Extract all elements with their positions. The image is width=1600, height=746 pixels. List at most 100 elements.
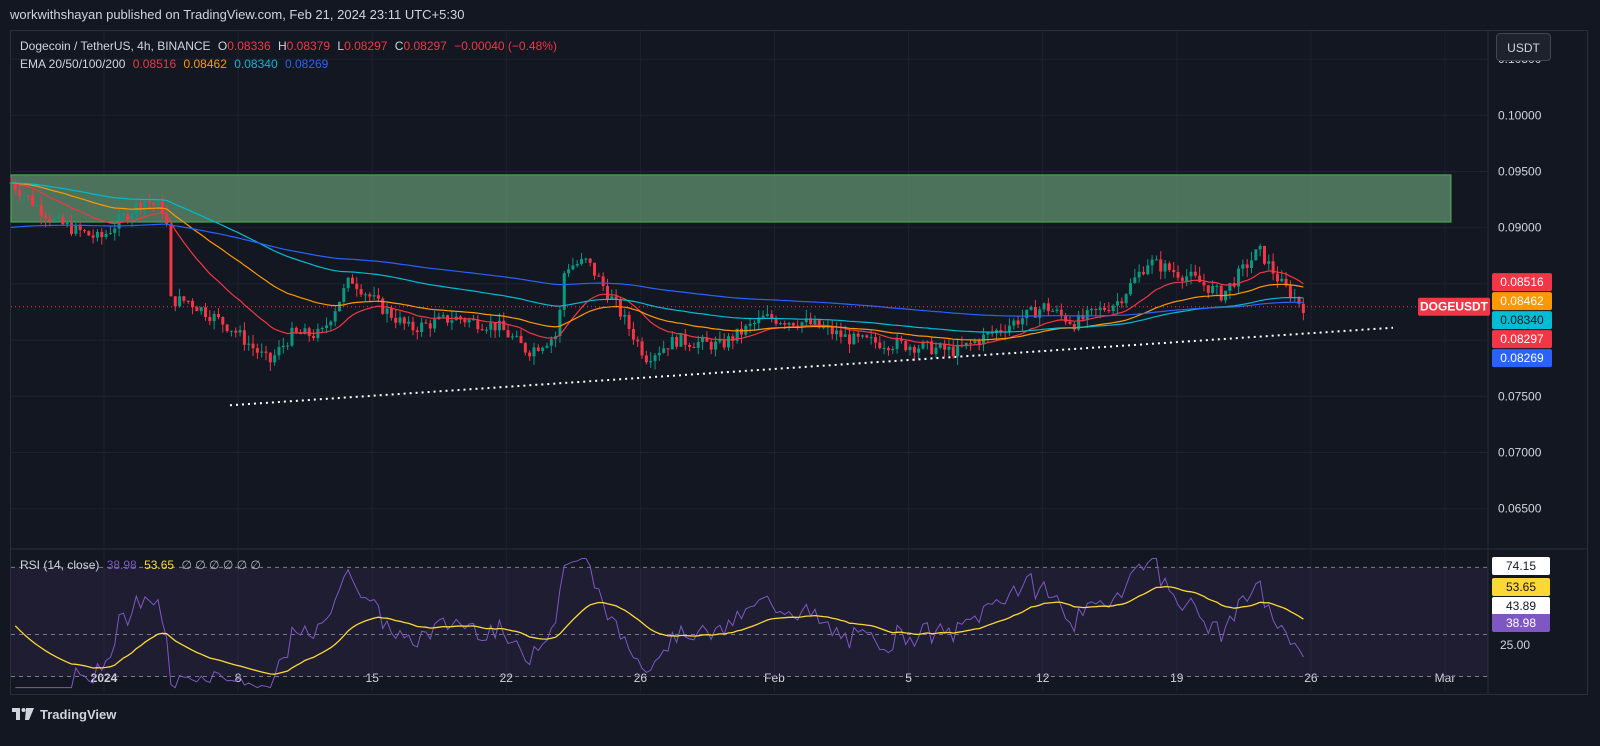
l-value: 0.08297 bbox=[344, 39, 388, 53]
candle-body bbox=[1288, 285, 1292, 298]
candle-body bbox=[908, 346, 912, 351]
candles-group bbox=[9, 177, 1305, 372]
candle-body bbox=[1059, 309, 1063, 316]
candle-body bbox=[644, 355, 648, 363]
candle-body bbox=[169, 224, 173, 297]
candle-body bbox=[286, 345, 290, 347]
ema-legend[interactable]: EMA 20/50/100/200 0.08516 0.08462 0.0834… bbox=[20, 57, 332, 71]
o-value: 0.08336 bbox=[227, 39, 271, 53]
candle-body bbox=[186, 300, 190, 302]
candle-body bbox=[1141, 271, 1145, 275]
candle-body bbox=[519, 335, 523, 344]
candle-body bbox=[588, 258, 592, 263]
candle-body bbox=[921, 342, 925, 349]
candle-body bbox=[1167, 263, 1171, 270]
candle-body bbox=[467, 319, 471, 323]
candle-body bbox=[165, 213, 169, 225]
candle-body bbox=[264, 351, 268, 353]
candle-body bbox=[787, 322, 791, 325]
candle-body bbox=[1154, 259, 1158, 261]
candle-body bbox=[977, 340, 981, 345]
candle-body bbox=[433, 319, 437, 329]
ema-line-20 bbox=[10, 182, 1304, 347]
tradingview-footer[interactable]: TradingView bbox=[12, 704, 116, 724]
candle-body bbox=[229, 330, 233, 332]
candle-body bbox=[856, 333, 860, 337]
candle-body bbox=[372, 295, 376, 297]
candle-body bbox=[294, 327, 298, 333]
x-tick-label: 26 bbox=[634, 671, 648, 685]
candle-body bbox=[394, 317, 398, 323]
candle-body bbox=[113, 228, 117, 233]
chart-frame[interactable] bbox=[10, 30, 1588, 695]
candle-body bbox=[268, 352, 272, 363]
candle-body bbox=[1038, 309, 1042, 318]
candle-body bbox=[1081, 314, 1085, 320]
candle-body bbox=[44, 215, 48, 219]
candle-body bbox=[1137, 271, 1141, 278]
candle-body bbox=[567, 269, 571, 274]
candle-body bbox=[1241, 264, 1245, 269]
candle-body bbox=[562, 273, 566, 310]
l-label: L bbox=[337, 39, 345, 53]
ema200-value: 0.08269 bbox=[284, 57, 329, 71]
candle-body bbox=[813, 320, 817, 324]
candle-body bbox=[325, 325, 329, 329]
candle-body bbox=[48, 218, 52, 222]
candle-body bbox=[1271, 261, 1275, 274]
candle-body bbox=[398, 317, 402, 323]
candle-body bbox=[463, 319, 467, 323]
candle-body bbox=[420, 322, 424, 333]
rsi-value: 38.98 bbox=[106, 558, 137, 572]
candle-body bbox=[1094, 308, 1098, 310]
candle-body bbox=[355, 283, 359, 290]
candle-body bbox=[575, 263, 579, 266]
candle-body bbox=[722, 339, 726, 348]
candle-body bbox=[385, 308, 389, 314]
candle-body bbox=[947, 346, 951, 350]
candle-body bbox=[407, 321, 411, 324]
candle-body bbox=[1124, 294, 1128, 304]
candle-body bbox=[1228, 283, 1232, 291]
candle-body bbox=[61, 216, 65, 225]
candle-body bbox=[605, 285, 609, 300]
candle-body bbox=[1198, 275, 1202, 283]
candle-body bbox=[610, 296, 614, 300]
candle-body bbox=[342, 288, 346, 302]
symbol-title[interactable]: Dogecoin / TetherUS, 4h, BINANCE bbox=[20, 39, 211, 53]
candle-body bbox=[389, 308, 393, 318]
price-axis-label bbox=[1492, 273, 1552, 292]
candle-body bbox=[757, 317, 761, 324]
price-axis-label bbox=[1492, 349, 1552, 368]
candle-body bbox=[104, 233, 108, 238]
candle-body bbox=[204, 307, 208, 317]
currency-button[interactable]: USDT bbox=[1496, 33, 1551, 61]
candle-body bbox=[593, 262, 597, 276]
candle-body bbox=[1025, 309, 1029, 319]
rsi-band bbox=[11, 567, 1488, 677]
x-tick-label: 12 bbox=[1036, 671, 1050, 685]
candle-body bbox=[1245, 264, 1249, 268]
candle-body bbox=[143, 200, 147, 210]
candle-body bbox=[839, 330, 843, 337]
candle-body bbox=[117, 215, 121, 229]
candle-body bbox=[800, 322, 804, 328]
candle-body bbox=[1051, 310, 1055, 312]
candle-body bbox=[78, 224, 82, 231]
candle-body bbox=[731, 336, 735, 341]
candle-body bbox=[450, 320, 454, 323]
rsi-legend[interactable]: RSI (14, close) 38.98 53.65 ∅ ∅ ∅ ∅ ∅ ∅ bbox=[20, 558, 265, 572]
candle-body bbox=[584, 258, 588, 260]
candle-body bbox=[1055, 309, 1059, 311]
x-tick-label: Feb bbox=[764, 671, 785, 685]
candle-body bbox=[934, 347, 938, 355]
candle-body bbox=[489, 322, 493, 330]
candle-body bbox=[1262, 245, 1266, 264]
candle-body bbox=[969, 342, 973, 344]
y-tick-label: 0.07000 bbox=[1498, 445, 1542, 459]
candle-body bbox=[428, 323, 432, 329]
candle-body bbox=[696, 342, 700, 348]
candle-body bbox=[346, 277, 350, 289]
candle-body bbox=[57, 216, 61, 219]
